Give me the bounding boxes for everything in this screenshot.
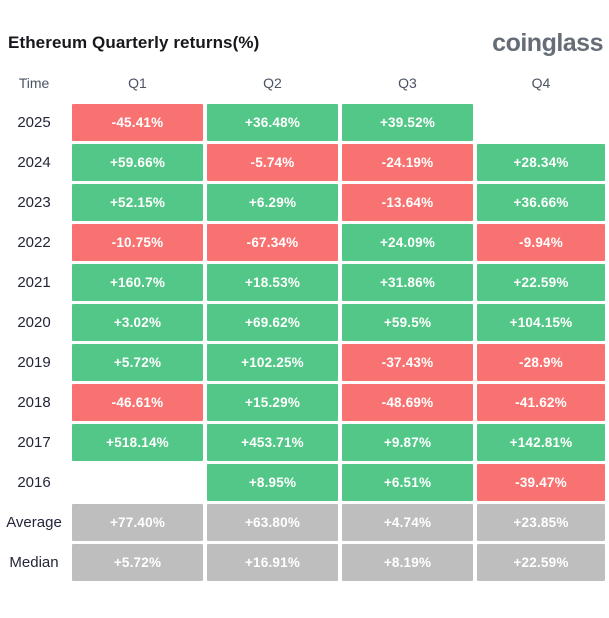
return-cell: +6.51% (342, 464, 473, 501)
return-cell: +31.86% (342, 264, 473, 301)
table-row: 2022 -10.75% -67.34% +24.09% -9.94% (0, 224, 605, 261)
table-row: 2019 +5.72% +102.25% -37.43% -28.9% (0, 344, 605, 381)
row-label: Median (9, 554, 59, 571)
return-cell: +15.29% (207, 384, 338, 421)
return-cell: -10.75% (72, 224, 203, 261)
return-cell: -13.64% (342, 184, 473, 221)
return-cell: +453.71% (207, 424, 338, 461)
page-title: Ethereum Quarterly returns(%) (8, 33, 260, 52)
return-cell (477, 104, 605, 141)
return-cell (72, 464, 203, 501)
return-cell: -24.19% (342, 144, 473, 181)
return-cell: +24.09% (342, 224, 473, 261)
return-cell: +8.19% (342, 544, 473, 581)
return-cell: +23.85% (477, 504, 605, 541)
return-cell: -45.41% (72, 104, 203, 141)
return-cell: +18.53% (207, 264, 338, 301)
return-cell: -41.62% (477, 384, 605, 421)
row-label: 2018 (17, 394, 51, 411)
column-header-q2: Q2 (263, 75, 282, 91)
return-cell: +69.62% (207, 304, 338, 341)
return-cell: +6.29% (207, 184, 338, 221)
row-label: 2021 (17, 274, 51, 291)
return-cell: +16.91% (207, 544, 338, 581)
table-row: 2017 +518.14% +453.71% +9.87% +142.81% (0, 424, 605, 461)
return-cell: +59.66% (72, 144, 203, 181)
return-cell: +77.40% (72, 504, 203, 541)
table-body: 2025 -45.41% +36.48% +39.52% 2024 +59.66% -5.7… (0, 104, 605, 581)
return-cell: +36.48% (207, 104, 338, 141)
return-cell: +8.95% (207, 464, 338, 501)
returns-table: Time Q1 Q2 Q3 Q4 2025 -45.41% +36.48% +39.5… (0, 68, 605, 581)
column-header-q3: Q3 (398, 75, 417, 91)
return-cell: +142.81% (477, 424, 605, 461)
return-cell: +5.72% (72, 344, 203, 381)
table-row: 2020 +3.02% +69.62% +59.5% +104.15% (0, 304, 605, 341)
row-label: 2020 (17, 314, 51, 331)
return-cell: +28.34% (477, 144, 605, 181)
return-cell: +63.80% (207, 504, 338, 541)
row-label: 2016 (17, 474, 51, 491)
return-cell: +102.25% (207, 344, 338, 381)
table-row: 2016 +8.95% +6.51% -39.47% (0, 464, 605, 501)
return-cell: +9.87% (342, 424, 473, 461)
return-cell: +4.74% (342, 504, 473, 541)
return-cell: -67.34% (207, 224, 338, 261)
column-header-q4: Q4 (531, 75, 551, 91)
table-row: Median +5.72% +16.91% +8.19% +22.59% (0, 544, 605, 581)
return-cell: +52.15% (72, 184, 203, 221)
coinglass-logo: coinglass (492, 28, 603, 57)
table-header-row: Time Q1 Q2 Q3 Q4 (0, 68, 605, 98)
row-label: 2024 (17, 154, 51, 171)
return-cell: +518.14% (72, 424, 203, 461)
return-cell: +36.66% (477, 184, 605, 221)
table-row: 2018 -46.61% +15.29% -48.69% -41.62% (0, 384, 605, 421)
return-cell: +160.7% (72, 264, 203, 301)
table-row: 2025 -45.41% +36.48% +39.52% (0, 104, 605, 141)
return-cell: +22.59% (477, 264, 605, 301)
table-row: 2021 +160.7% +18.53% +31.86% +22.59% (0, 264, 605, 301)
row-label: 2019 (17, 354, 51, 371)
row-label: 2025 (17, 114, 51, 131)
return-cell: +5.72% (72, 544, 203, 581)
row-label: 2017 (17, 434, 51, 451)
column-header-time: Time (18, 75, 50, 91)
table-row: Average +77.40% +63.80% +4.74% +23.85% (0, 504, 605, 541)
return-cell: +3.02% (72, 304, 203, 341)
column-header-q1: Q1 (128, 75, 147, 91)
return-cell: +104.15% (477, 304, 605, 341)
return-cell: -28.9% (477, 344, 605, 381)
return-cell: -9.94% (477, 224, 605, 261)
row-label: 2023 (17, 194, 51, 211)
table-row: 2024 +59.66% -5.74% -24.19% +28.34% (0, 144, 605, 181)
return-cell: +39.52% (342, 104, 473, 141)
return-cell: -48.69% (342, 384, 473, 421)
page-header: Ethereum Quarterly returns(%) coinglass (0, 0, 609, 66)
row-label: 2022 (17, 234, 51, 251)
return-cell: +22.59% (477, 544, 605, 581)
table-row: 2023 +52.15% +6.29% -13.64% +36.66% (0, 184, 605, 221)
return-cell: -39.47% (477, 464, 605, 501)
return-cell: -37.43% (342, 344, 473, 381)
return-cell: +59.5% (342, 304, 473, 341)
row-label: Average (6, 514, 62, 531)
return-cell: -5.74% (207, 144, 338, 181)
return-cell: -46.61% (72, 384, 203, 421)
